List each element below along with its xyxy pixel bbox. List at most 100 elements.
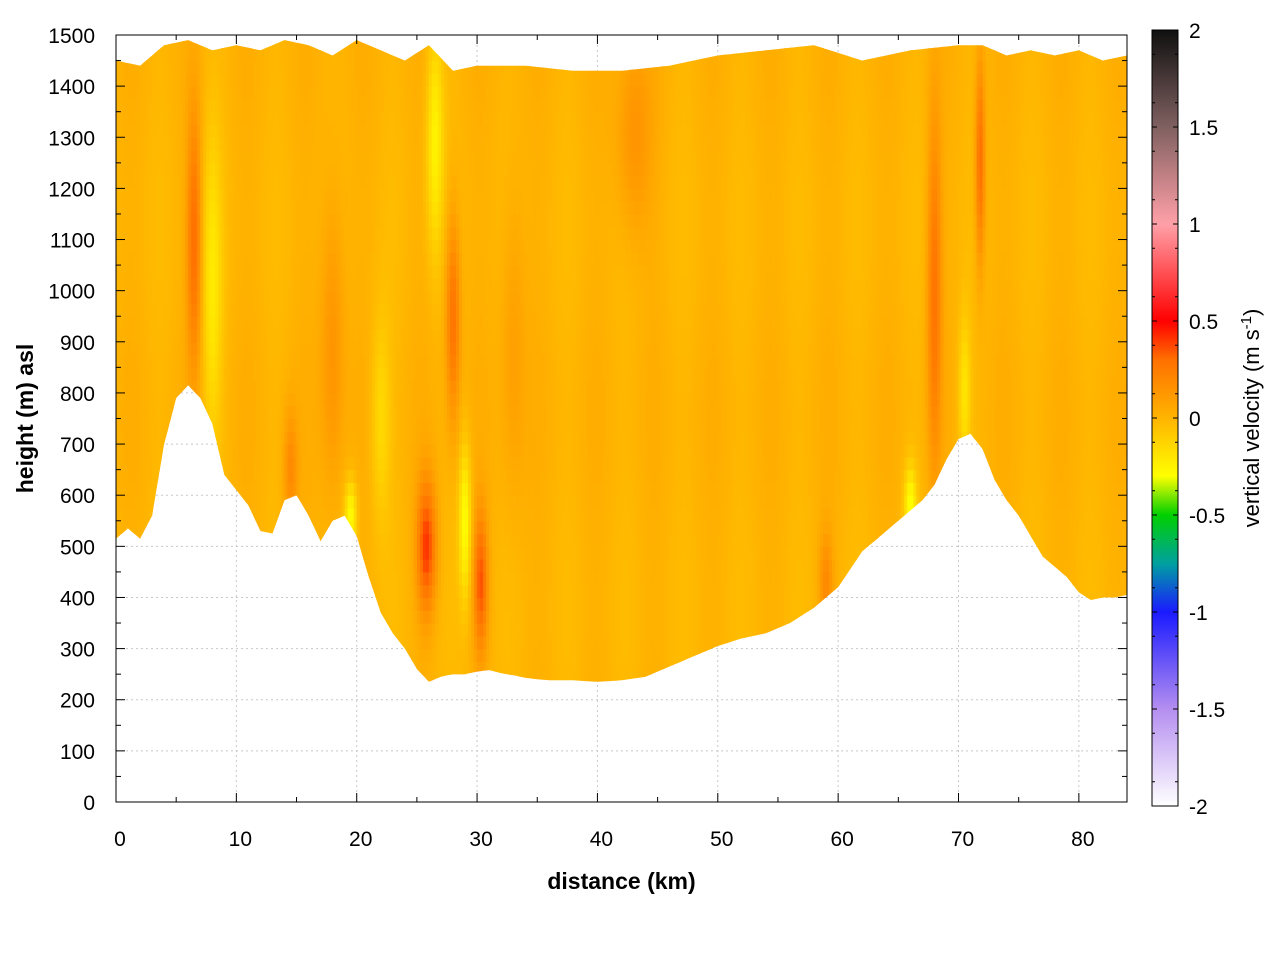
field-cell [128,40,132,49]
field-cell [134,482,138,496]
field-cell [299,40,304,49]
field-cell [245,687,249,700]
field-cell [266,738,270,751]
field-cell [218,713,222,726]
field-cell [239,290,243,305]
field-cell [291,751,295,764]
field-cell [236,392,240,407]
field-cell [188,764,192,777]
field-cell [191,73,195,87]
field-cell [339,738,343,751]
field-cell [218,495,222,509]
field-cell [266,661,270,675]
field-cell [149,290,153,305]
field-cell [332,290,337,305]
field-cell [179,265,183,279]
field-cell [245,482,249,496]
field-cell [221,290,225,305]
field-cell [311,559,316,573]
field-cell [191,124,195,138]
field-cell [350,674,355,682]
field-cell [200,571,204,586]
field-cell [272,520,277,535]
field-cell [257,316,261,330]
field-cell [194,700,198,713]
field-cell [167,520,171,535]
field-cell [137,520,141,535]
field-cell [206,239,210,253]
field-cell [191,738,195,751]
field-cell [354,751,358,764]
field-cell [128,776,132,789]
field-cell [272,495,277,509]
field-cell [230,751,234,764]
field-cell [324,713,328,726]
field-cell [188,405,192,420]
field-cell [212,456,216,471]
field-cell [134,597,138,611]
field-cell [155,776,159,789]
field-cell [356,623,361,637]
field-cell [215,137,219,151]
field-cell [342,789,346,802]
field-cell [251,789,255,802]
field-cell [179,751,183,764]
field-cell [197,162,201,177]
field-cell [191,764,195,777]
field-cell [363,764,367,777]
field-cell [167,252,171,266]
field-cell [272,418,277,432]
field-cell [221,111,225,126]
field-cell [134,610,138,624]
field-cell [239,482,243,496]
field-cell [170,277,174,292]
field-cell [176,482,180,496]
field-cell [314,546,319,560]
field-cell [236,175,240,189]
field-cell [137,303,141,317]
field-cell [209,73,213,87]
field-cell [266,700,270,713]
field-cell [288,738,292,751]
field-cell [260,687,264,700]
field-cell [332,188,337,202]
field-cell [348,789,352,802]
field-cell [266,713,270,726]
field-cell [281,137,286,151]
field-cell [194,623,198,637]
field-cell [215,546,219,560]
field-cell [191,687,195,700]
field-cell [122,188,126,202]
field-cell [230,789,234,802]
field-cell [335,584,340,599]
field-cell [224,610,228,624]
field-cell [257,764,261,777]
field-cell [308,546,313,560]
field-cell [317,546,322,560]
field-cell [140,584,144,599]
field-cell [194,533,198,547]
field-cell [278,303,283,317]
field-cell [260,188,264,202]
field-cell [206,725,210,738]
field-cell [329,623,334,637]
field-cell [248,239,252,253]
field-cell [248,226,252,241]
field-cell [230,623,234,637]
field-cell [122,687,126,700]
field-cell [161,533,165,547]
field-cell [296,623,301,637]
field-cell [272,405,277,420]
field-cell [173,201,177,215]
field-cell [221,713,225,726]
field-cell [122,47,126,62]
field-cell [191,648,195,662]
field-cell [336,776,340,789]
field-cell [254,687,258,700]
field-cell [299,137,304,151]
field-cell [317,674,322,682]
field-cell [173,495,177,509]
field-cell [221,508,225,522]
field-cell [116,239,120,253]
field-cell [197,584,201,599]
